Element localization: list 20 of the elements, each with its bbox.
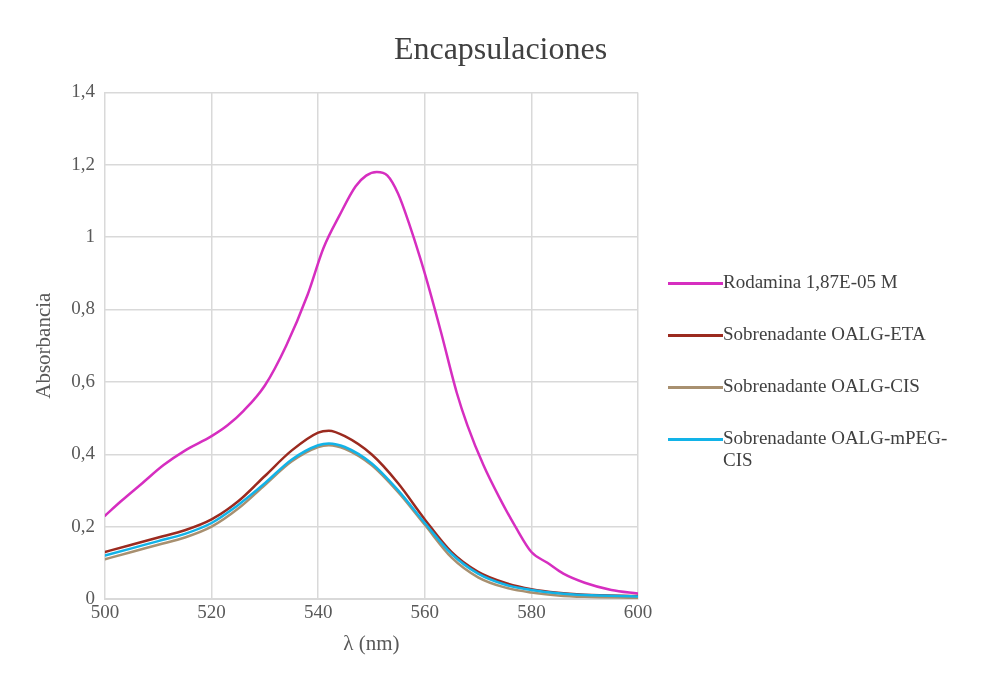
y-tick-label: 1,4 xyxy=(71,80,96,102)
y-tick-label: 0,8 xyxy=(71,297,95,319)
x-axis-title: λ (nm) xyxy=(343,630,400,655)
y-tick-label: 0,6 xyxy=(71,369,95,391)
line-series xyxy=(104,170,638,595)
y-axis-title: Absorbancia xyxy=(31,291,56,399)
y-tick-label: 1 xyxy=(85,225,95,247)
x-tick-label: 580 xyxy=(517,601,546,623)
legend-label: Sobrenadante OALG-mPEG-CIS xyxy=(723,427,949,471)
y-tick-label: 1,2 xyxy=(71,152,95,174)
y-tick-label: 0,2 xyxy=(71,514,95,536)
x-tick-label: 600 xyxy=(623,601,653,623)
chart-title: Encapsulaciones xyxy=(392,29,609,68)
legend-label: Sobrenadante OALG-ETA xyxy=(723,323,927,345)
x-tick-label: 540 xyxy=(303,601,333,623)
y-tick-label: 0,4 xyxy=(71,442,96,464)
x-tick-label: 520 xyxy=(197,601,226,623)
legend-label: Rodamina 1,87E-05 M xyxy=(723,271,899,293)
legend-label: Sobrenadante OALG-CIS xyxy=(723,375,921,397)
x-tick-label: 560 xyxy=(410,601,440,623)
